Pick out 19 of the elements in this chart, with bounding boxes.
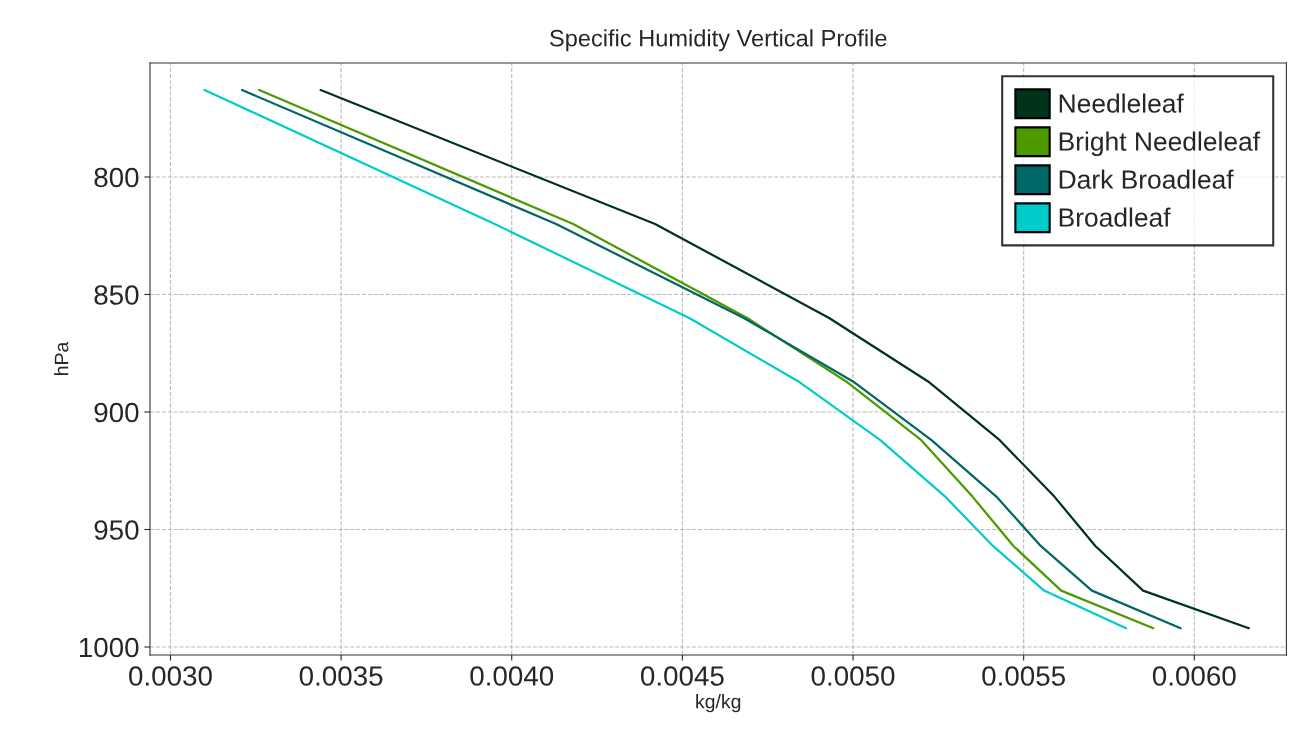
y-tick-label: 850 (94, 285, 139, 305)
chart-title: Specific Humidity Vertical Profile (550, 29, 887, 52)
y-tick-label: 800 (94, 167, 139, 188)
x-tick-label: 0.0045 (640, 666, 724, 686)
y-tick-label: 950 (94, 520, 139, 540)
x-tick-label: 0.0060 (1152, 666, 1236, 686)
x-tick-label: 0.0040 (470, 666, 554, 686)
y-tick-label: 900 (94, 402, 139, 423)
x-tick-label: 0.0055 (982, 666, 1065, 686)
legend-label: Needleleaf (1059, 93, 1184, 113)
y-tick-label: 1000 (79, 637, 139, 658)
legend-label: Broadleaf (1059, 207, 1171, 227)
x-tick-label: 0.0050 (811, 666, 895, 686)
legend-label: Dark Broadleaf (1059, 169, 1234, 189)
legend-label: Bright Needleleaf (1059, 131, 1261, 157)
y-axis-title: hPa (54, 341, 69, 375)
x-axis-title: kg/kg (696, 694, 741, 713)
x-tick-label: 0.0035 (299, 666, 383, 686)
x-tick-label: 0.0030 (129, 666, 212, 686)
